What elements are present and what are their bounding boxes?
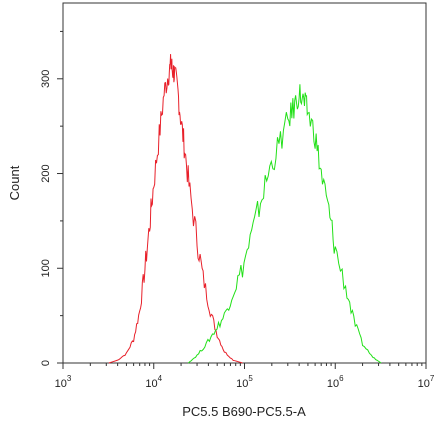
series-layer — [108, 54, 382, 364]
histogram-series-1 — [108, 54, 243, 364]
plot-frame — [62, 2, 427, 364]
y-tick-label: 100 — [40, 259, 52, 277]
y-axis-ticks: 0 100 200 300 — [40, 30, 63, 366]
x-axis-ticks: 103 104 105 106 107 — [55, 363, 435, 390]
y-tick-label: 0 — [40, 360, 52, 366]
x-axis-title: PC5.5 B690-PC5.5-A — [182, 404, 306, 419]
y-axis-title: Count — [7, 165, 22, 200]
histogram-series-2 — [187, 84, 382, 364]
x-tick-label: 105 — [236, 374, 253, 390]
y-tick-label: 300 — [40, 70, 52, 88]
x-tick-label: 103 — [55, 374, 72, 390]
x-tick-label: 107 — [418, 374, 435, 390]
y-tick-label: 200 — [40, 164, 52, 182]
x-tick-label: 106 — [327, 374, 344, 390]
x-tick-label: 104 — [145, 374, 162, 390]
